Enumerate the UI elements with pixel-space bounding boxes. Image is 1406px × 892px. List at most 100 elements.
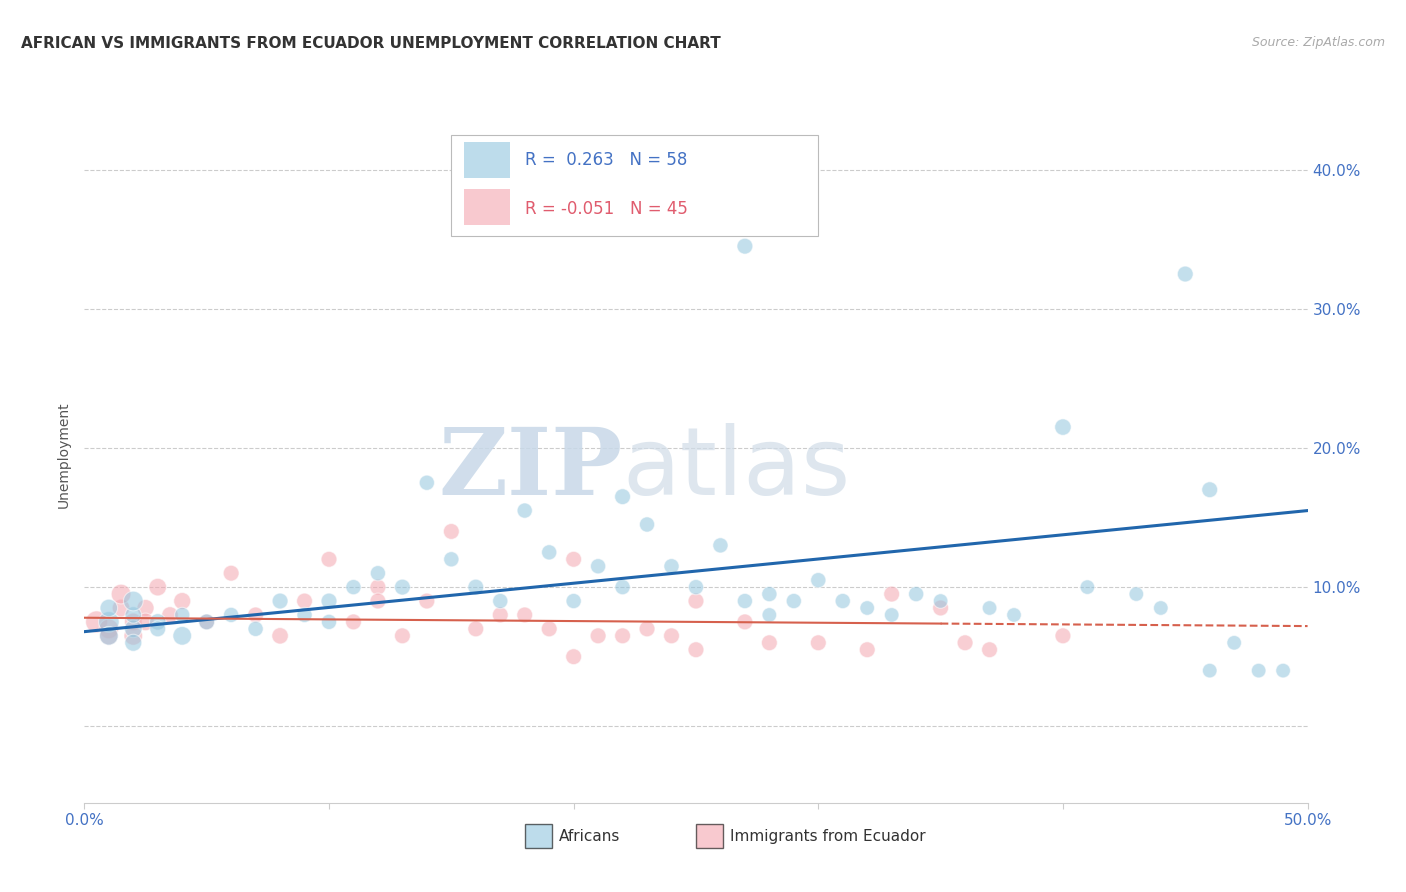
Point [636,517,658,532]
Point [758,636,780,650]
Point [1125,587,1147,601]
Point [856,642,879,657]
Point [318,615,340,629]
Point [685,642,707,657]
Point [159,607,181,622]
Point [661,559,683,574]
Point [513,503,536,517]
Point [269,594,291,608]
Point [734,594,756,608]
Point [880,587,903,601]
Text: R =  0.263   N = 58: R = 0.263 N = 58 [524,151,688,169]
Point [1052,629,1074,643]
Point [294,594,316,608]
Point [440,552,463,566]
Point [367,580,389,594]
Point [464,580,486,594]
Point [219,566,242,581]
Point [586,559,609,574]
Point [783,594,806,608]
Point [122,622,145,636]
Text: Africans: Africans [560,829,620,844]
Point [97,615,120,629]
Point [1076,580,1098,594]
FancyBboxPatch shape [524,823,551,848]
Point [110,601,132,615]
Point [86,615,108,629]
Point [636,622,658,636]
Point [135,615,157,629]
Point [1272,664,1295,678]
Point [172,607,194,622]
Point [562,649,585,664]
Point [685,594,707,608]
Point [122,607,145,622]
Point [97,629,120,643]
Text: atlas: atlas [623,423,851,515]
Point [245,622,267,636]
Point [1002,607,1025,622]
Point [1198,664,1220,678]
Point [562,594,585,608]
Point [318,552,340,566]
Point [929,594,952,608]
Point [612,629,634,643]
Point [905,587,928,601]
Point [342,580,364,594]
Point [953,636,976,650]
Point [135,601,157,615]
Point [122,615,145,629]
Point [172,629,194,643]
Point [807,636,830,650]
Point [146,615,169,629]
Point [1052,420,1074,434]
FancyBboxPatch shape [464,142,510,178]
Point [856,601,879,615]
Point [734,239,756,253]
Point [122,594,145,608]
Point [464,622,486,636]
Point [513,607,536,622]
Point [538,622,561,636]
Point [416,594,439,608]
Point [979,601,1001,615]
Point [367,566,389,581]
Text: Immigrants from Ecuador: Immigrants from Ecuador [730,829,925,844]
Point [146,580,169,594]
Point [97,629,120,643]
Point [979,642,1001,657]
FancyBboxPatch shape [464,189,510,226]
Text: Source: ZipAtlas.com: Source: ZipAtlas.com [1251,36,1385,49]
Point [367,594,389,608]
Point [929,601,952,615]
Point [562,552,585,566]
Point [269,629,291,643]
Point [661,629,683,643]
Text: AFRICAN VS IMMIGRANTS FROM ECUADOR UNEMPLOYMENT CORRELATION CHART: AFRICAN VS IMMIGRANTS FROM ECUADOR UNEMP… [21,36,721,51]
Point [97,622,120,636]
Point [1198,483,1220,497]
Point [709,538,731,552]
FancyBboxPatch shape [451,135,818,235]
Point [489,594,512,608]
Point [758,587,780,601]
Point [440,524,463,539]
Text: ZIP: ZIP [439,424,623,514]
Point [538,545,561,559]
Point [1247,664,1270,678]
Point [758,607,780,622]
Point [1223,636,1246,650]
Point [195,615,218,629]
Point [97,601,120,615]
Point [342,615,364,629]
Point [880,607,903,622]
Point [1174,267,1197,281]
Point [219,607,242,622]
FancyBboxPatch shape [696,823,723,848]
Point [831,594,853,608]
Point [110,587,132,601]
Point [489,607,512,622]
Point [195,615,218,629]
Y-axis label: Unemployment: Unemployment [58,401,72,508]
Point [146,622,169,636]
